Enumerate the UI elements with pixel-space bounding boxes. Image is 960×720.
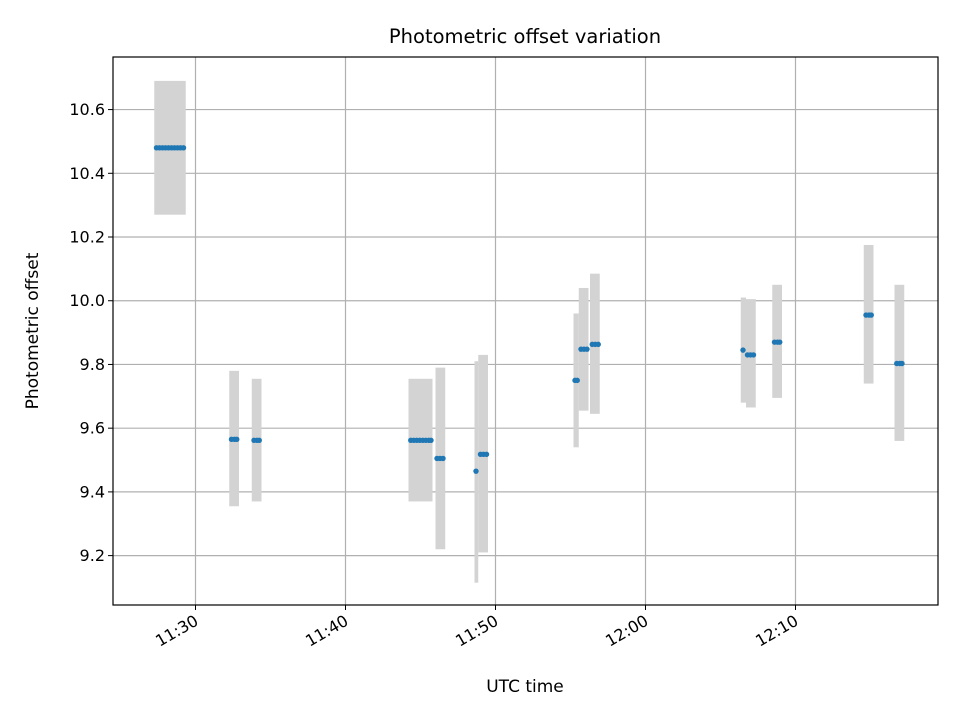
plot-frame [112,56,939,606]
y-tick-label: 9.6 [80,419,105,438]
chart-title: Photometric offset variation [389,25,661,48]
data-point [777,339,783,345]
y-tick-label: 9.8 [80,355,105,374]
data-point [440,455,446,462]
y-tick-label: 10.2 [69,228,105,247]
data-point [868,312,874,318]
data-point [483,451,490,457]
y-tick-label: 10.0 [69,291,105,310]
data-point [428,437,434,443]
data-point [584,346,590,352]
data-point [740,347,746,353]
y-tick-label: 10.6 [69,100,105,119]
y-tick-label: 9.2 [80,546,105,565]
y-tick-label: 9.4 [80,482,105,501]
data-point [574,377,580,384]
data-point [750,352,757,358]
y-axis-label: Photometric offset [23,252,43,409]
data-points [153,145,905,474]
x-axis-label: UTC time [486,677,564,697]
grid [113,57,938,605]
y-tick-label: 10.4 [69,164,105,183]
data-point [595,341,601,348]
data-point [256,437,262,443]
data-point [234,436,240,443]
data-point [473,468,479,474]
data-point [899,360,905,367]
data-point [180,145,187,151]
